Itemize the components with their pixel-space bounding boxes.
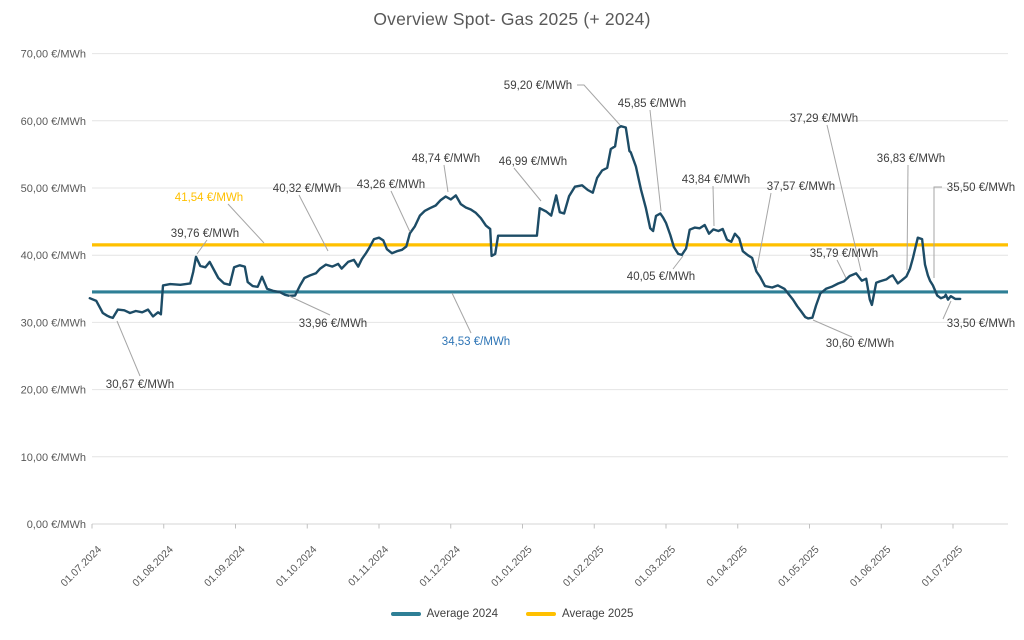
- x-axis-label: 01.07.2024: [58, 544, 104, 590]
- y-axis-label: 60,00 €/MWh: [21, 116, 86, 128]
- annotation-label: 48,74 €/MWh: [412, 153, 480, 165]
- annotation-leader: [672, 255, 684, 270]
- annotation-leader: [649, 109, 662, 212]
- y-axis-label: 30,00 €/MWh: [21, 317, 86, 329]
- average-2024-line-swatch: [390, 612, 421, 616]
- annotation-label: 34,53 €/MWh: [442, 336, 510, 348]
- legend-item-average-2024: Average 2024: [390, 608, 498, 620]
- x-axis-label: 01.08.2024: [130, 544, 176, 590]
- annotation-leader: [577, 84, 621, 126]
- annotation-leader: [826, 124, 862, 272]
- spot-price-line: [88, 125, 962, 320]
- annotation-leader: [933, 186, 942, 278]
- x-axis-label: 01.02.2025: [561, 544, 607, 590]
- x-axis-label: 01.01.2025: [489, 544, 535, 590]
- chart-title: Overview Spot- Gas 2025 (+ 2024): [373, 9, 651, 29]
- annotation-leader: [451, 292, 472, 334]
- annotation-label: 30,67 €/MWh: [106, 379, 174, 391]
- legend-item-average-2025: Average 2025: [526, 608, 633, 620]
- annotation-label: 45,85 €/MWh: [618, 98, 686, 110]
- legend-label-average-2024: Average 2024: [426, 608, 498, 620]
- annotation-leader: [513, 167, 542, 202]
- x-axis-label: 01.10.2024: [274, 544, 320, 590]
- annotation-label: 39,76 €/MWh: [171, 228, 239, 240]
- x-axis-label: 01.07.2025: [919, 544, 965, 590]
- annotation-leader: [298, 194, 329, 252]
- legend-label-average-2025: Average 2025: [562, 608, 634, 620]
- annotation-label: 37,57 €/MWh: [767, 181, 835, 193]
- x-axis-label: 01.11.2024: [346, 544, 391, 589]
- annotation-leader: [196, 239, 208, 255]
- average-2025-line-swatch: [526, 612, 556, 616]
- annotation-label: 59,20 €/MWh: [504, 80, 572, 92]
- annotation-label: 41,54 €/MWh: [175, 192, 243, 204]
- y-axis-label: 40,00 €/MWh: [21, 250, 86, 262]
- y-axis-label: 0,00 €/MWh: [27, 519, 86, 531]
- x-axis-label: 01.12.2024: [417, 544, 463, 590]
- x-axis-label: 01.05.2025: [776, 544, 822, 590]
- annotation-leader: [288, 295, 331, 316]
- annotation-leader: [906, 164, 909, 271]
- annotation-label: 40,05 €/MWh: [627, 271, 695, 283]
- y-axis-label: 70,00 €/MWh: [21, 49, 86, 61]
- y-axis-label: 10,00 €/MWh: [21, 452, 86, 464]
- annotation-leader: [836, 259, 847, 279]
- annotation-leader: [390, 190, 411, 233]
- annotation-label: 40,32 €/MWh: [273, 183, 341, 195]
- y-axis-label: 20,00 €/MWh: [21, 385, 86, 397]
- chart-legend: Average 2024 Average 2025: [0, 608, 1024, 620]
- x-axis-label: 01.06.2025: [848, 544, 894, 590]
- annotation-leader: [812, 319, 853, 338]
- annotation-label: 46,99 €/MWh: [499, 156, 567, 168]
- annotation-leader: [712, 185, 715, 227]
- x-axis-label: 01.03.2025: [632, 544, 678, 590]
- x-axis-label: 01.09.2024: [202, 544, 248, 590]
- annotation-label: 33,50 €/MWh: [947, 318, 1015, 330]
- annotation-label: 36,83 €/MWh: [877, 153, 945, 165]
- annotation-leader: [116, 320, 141, 377]
- annotation-leader: [227, 203, 265, 244]
- annotation-leader: [443, 164, 449, 193]
- annotation-label: 43,26 €/MWh: [357, 179, 425, 191]
- annotation-label: 37,29 €/MWh: [790, 113, 858, 125]
- annotation-label: 35,79 €/MWh: [810, 248, 878, 260]
- annotation-label: 30,60 €/MWh: [826, 338, 894, 350]
- x-axis-label: 01.04.2025: [704, 544, 750, 590]
- annotation-leader: [942, 300, 952, 320]
- annotation-leader: [756, 192, 772, 269]
- annotation-label: 33,96 €/MWh: [299, 318, 367, 330]
- annotation-label: 35,50 €/MWh: [947, 182, 1015, 194]
- annotation-label: 43,84 €/MWh: [682, 174, 750, 186]
- y-axis-label: 50,00 €/MWh: [21, 183, 86, 195]
